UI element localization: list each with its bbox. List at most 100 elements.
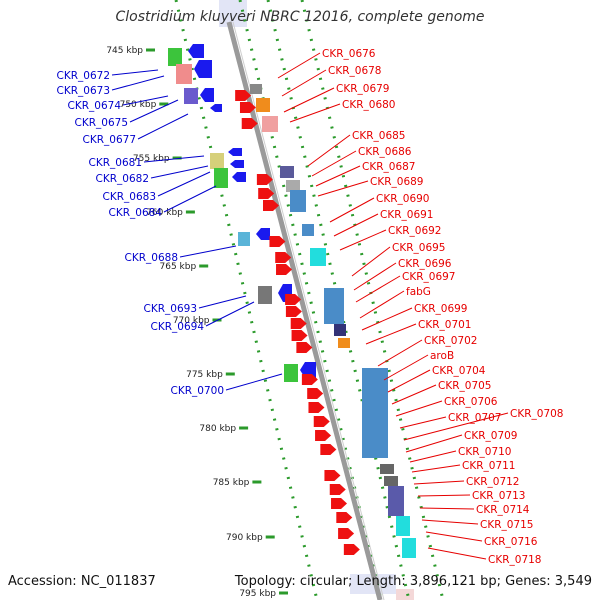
leader-line-forward [377,339,423,367]
scale-tick-label: 775 kbp [186,370,223,380]
gene-label-forward: aroB [430,350,454,362]
feature-block-reverse [258,286,272,304]
leader-line-forward [399,416,447,429]
feature-block-forward [402,538,416,558]
feature-block-reverse [284,364,298,382]
gene-label-forward: CKR_0687 [362,161,415,173]
gene-label-forward: CKR_0710 [458,446,511,458]
gene-label-forward: CKR_0712 [466,476,519,488]
scale-tick-label: 755 kbp [133,154,170,164]
arrow-icon [320,444,337,455]
feature-block-bottom [350,574,396,594]
leader-line-reverse [111,75,165,91]
leader-line-reverse [111,69,159,76]
feature-block-forward [380,464,394,474]
arrow-icon [258,188,275,199]
gene-label-forward: CKR_0713 [472,490,525,502]
gene-label-forward: CKR_0678 [328,65,381,77]
scale-tick-label: 770 kbp [173,316,210,326]
leader-line-forward [355,275,401,303]
gene-label-forward: CKR_0702 [424,335,477,347]
leader-line-forward [315,165,361,187]
leader-line-reverse [143,155,205,163]
arrow-icon [296,342,313,353]
leader-line-forward [391,384,437,405]
gene-label-forward: CKR_0711 [462,460,515,472]
arrow-icon [210,104,222,112]
leader-line-reverse [137,113,189,140]
leader-line-forward [403,412,509,441]
leader-line-forward [353,262,397,291]
gene-label-forward: CKR_0716 [484,536,538,548]
arrow-icon [200,88,214,102]
gene-label-forward: CKR_0680 [342,99,395,111]
arrow-icon [343,544,360,555]
gene-label-forward: CKR_0695 [392,242,445,254]
feature-block-forward [396,516,410,536]
feature-block-reverse [168,48,182,66]
feature-block-forward [256,98,270,112]
leader-line-forward [351,246,391,277]
arrow-icon [263,200,279,211]
arrow-icon [331,498,348,509]
feature-block-forward [310,248,326,266]
leader-line-reverse [179,245,237,258]
scale-tick-label: 765 kbp [160,262,197,272]
arrow-icon [228,148,242,156]
gene-label-reverse: CKR_0684 [109,207,163,219]
leader-line-reverse [150,165,209,179]
leader-line-forward [333,213,379,237]
gene-label-forward: CKR_0697 [402,271,455,283]
genome-backbone [226,21,383,600]
gene-label-forward: CKR_0701 [418,319,471,331]
leader-line-forward [383,354,429,381]
arrow-icon [241,118,258,129]
leader-line-forward [427,547,487,560]
feature-block-forward [384,476,398,486]
arrow-icon [188,44,204,58]
scale-tick-label: 745 kbp [106,46,143,56]
gene-label-forward: CKR_0676 [322,48,376,60]
gene-label-reverse: CKR_0693 [144,303,197,315]
feature-block-forward [324,288,344,324]
leader-line-reverse [198,295,247,309]
leader-line-reverse [157,171,211,197]
gene-label-forward: CKR_0709 [464,430,517,442]
feature-block-forward [286,180,300,192]
leader-line-forward [307,134,351,167]
gene-label-forward: CKR_0706 [444,396,498,408]
leader-line-forward [329,197,375,223]
leader-line-forward [311,150,357,177]
gene-label-forward: CKR_0704 [432,365,486,377]
feature-block-forward [250,84,262,94]
arrow-icon [329,484,346,495]
leader-line-forward [417,494,471,497]
scale-tick-label: 790 kbp [226,533,263,543]
gene-label-reverse: CKR_0688 [125,252,178,264]
arrow-icon [290,318,307,329]
arrow-icon [285,294,302,305]
gene-label-reverse: CKR_0677 [83,134,136,146]
gene-label-forward: CKR_0685 [352,130,405,142]
scale-tick-label: 795 kbp [239,589,276,599]
feature-block-reverse [176,64,192,84]
feature-block-forward [302,224,314,236]
arrow-icon [307,388,324,399]
gene-label-forward: CKR_0705 [438,380,491,392]
leader-line-forward [395,400,443,417]
map-title: Clostridium kluyveri NBRC 12016, complet… [115,9,485,25]
leader-line-forward [419,507,475,510]
leader-line-forward [277,52,321,79]
arrow-icon [324,470,341,481]
leader-line-reverse [163,185,217,213]
arrow-icon [275,252,292,263]
leader-line-forward [405,434,463,453]
arrow-icon [235,90,252,101]
leader-line-reverse [225,373,283,391]
arrow-icon [291,330,308,341]
leader-line-forward [283,87,335,113]
feature-block-reverse [238,232,250,246]
gene-label-forward: CKR_0696 [398,258,452,270]
gene-label-forward: fabG [406,286,431,298]
